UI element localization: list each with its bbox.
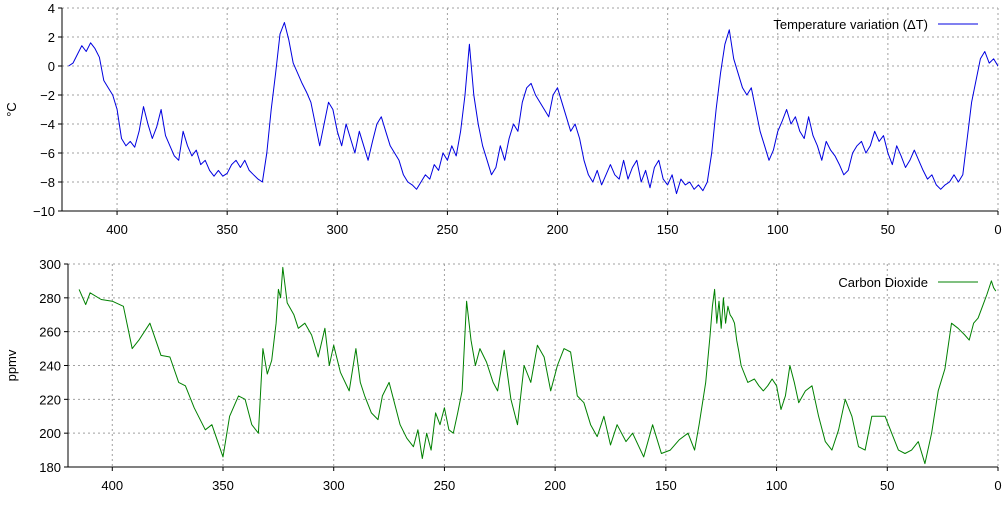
x-tick-label: 250 <box>437 222 459 237</box>
y-tick-label: −8 <box>40 175 55 190</box>
y-tick-label: 4 <box>48 1 55 16</box>
x-tick-label: 300 <box>323 478 345 493</box>
legend-label: Carbon Dioxide <box>838 275 928 290</box>
y-tick-label: −6 <box>40 146 55 161</box>
y-tick-label: 240 <box>39 359 61 374</box>
y-axis-label: °C <box>4 102 19 117</box>
x-tick-label: 150 <box>657 222 679 237</box>
series-line <box>68 22 999 195</box>
y-tick-label: −2 <box>40 88 55 103</box>
y-tick-label: 300 <box>39 257 61 272</box>
y-tick-label: −10 <box>33 204 55 219</box>
x-tick-label: 250 <box>434 478 456 493</box>
y-tick-label: −4 <box>40 117 55 132</box>
x-tick-label: 400 <box>101 478 123 493</box>
x-tick-label: 0 <box>994 222 1001 237</box>
x-tick-label: 50 <box>881 222 895 237</box>
x-tick-label: 150 <box>655 478 677 493</box>
x-tick-label: 350 <box>212 478 234 493</box>
y-tick-label: 0 <box>48 59 55 74</box>
x-tick-label: 100 <box>767 222 789 237</box>
x-tick-label: 400 <box>106 222 128 237</box>
y-tick-label: 2 <box>48 30 55 45</box>
x-tick-label: 300 <box>326 222 348 237</box>
x-tick-label: 0 <box>994 478 1001 493</box>
y-tick-label: 280 <box>39 291 61 306</box>
y-axis-label: ppmv <box>4 349 19 381</box>
x-tick-label: 350 <box>216 222 238 237</box>
x-tick-label: 200 <box>547 222 569 237</box>
legend-label: Temperature variation (ΔT) <box>773 17 928 32</box>
y-tick-label: 200 <box>39 426 61 441</box>
y-tick-label: 220 <box>39 392 61 407</box>
series-line <box>78 266 997 465</box>
y-tick-label: 180 <box>39 460 61 475</box>
y-tick-label: 260 <box>39 325 61 340</box>
x-tick-label: 200 <box>544 478 566 493</box>
x-tick-label: 50 <box>880 478 894 493</box>
x-tick-label: 100 <box>766 478 788 493</box>
